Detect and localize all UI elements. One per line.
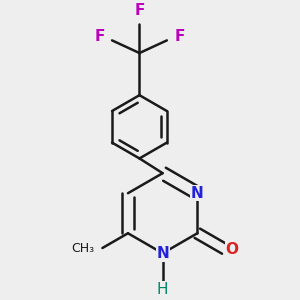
Text: H: H	[157, 282, 168, 297]
Text: F: F	[134, 3, 145, 18]
Text: CH₃: CH₃	[71, 242, 94, 254]
Text: N: N	[191, 186, 204, 201]
Text: F: F	[94, 29, 105, 44]
Text: F: F	[174, 29, 185, 44]
Text: N: N	[156, 246, 169, 261]
Text: O: O	[226, 242, 238, 256]
